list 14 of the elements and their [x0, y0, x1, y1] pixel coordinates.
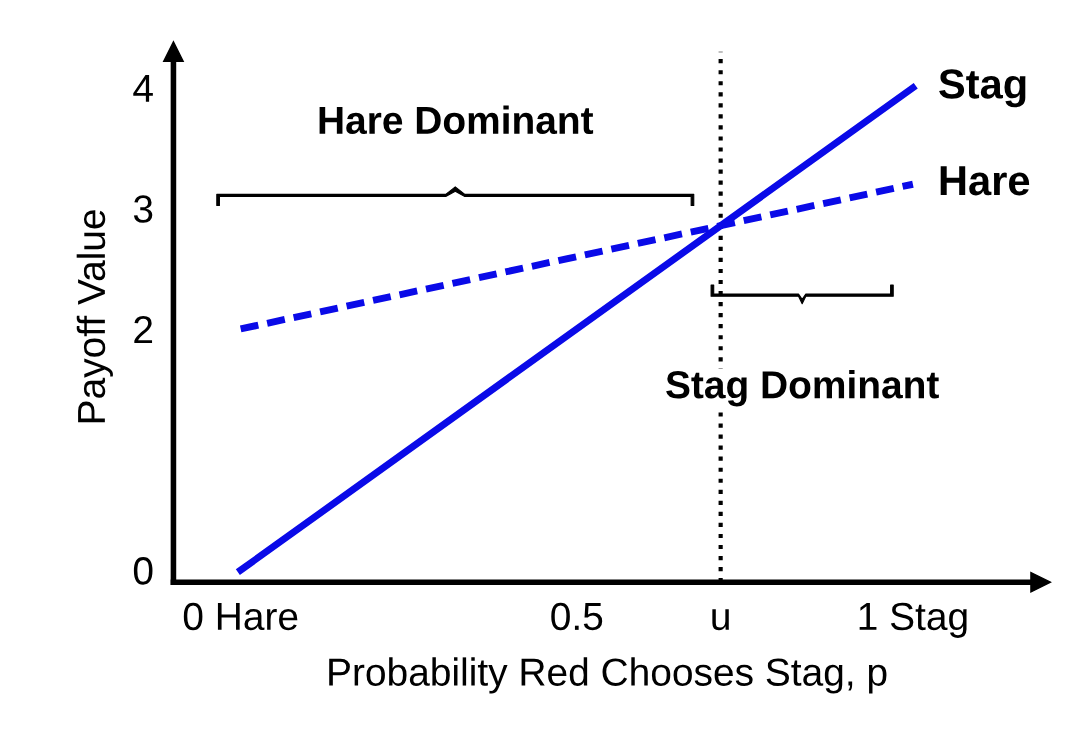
x-tick-label: 0 Hare: [183, 602, 298, 631]
annotation: Hare Dominant: [319, 105, 594, 135]
series-label: Stag: [939, 69, 1026, 108]
y-axis-title: Payoff Value: [76, 210, 113, 423]
y-tick-label: 2: [134, 315, 153, 344]
y-tick-label: 0: [133, 557, 153, 585]
y-tick-label: 3: [133, 195, 153, 223]
x-tick-label: u: [712, 609, 729, 631]
x-tick-label: 1 Stag: [859, 602, 967, 638]
annotation: Stag Dominant: [666, 369, 939, 407]
x-axis-title: Probability Red Chooses Stag, p: [329, 657, 887, 694]
series-label: Hare: [940, 166, 1030, 196]
x-tick-label: 0.5: [551, 602, 603, 631]
y-tick-label: 4: [133, 75, 153, 102]
